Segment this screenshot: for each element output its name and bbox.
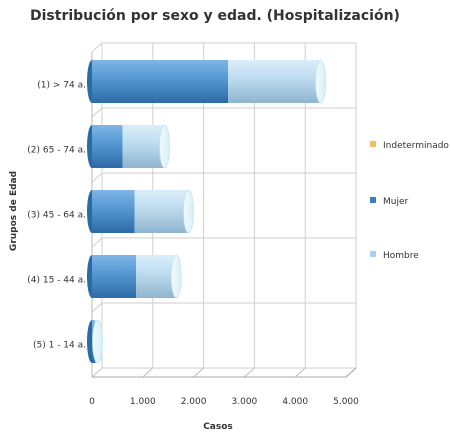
x-axis-title: Casos <box>203 422 233 432</box>
floor-gridline <box>244 367 255 378</box>
bar-end-cap <box>92 319 103 364</box>
floor-gridline <box>142 367 154 378</box>
x-tick-label: 4.000 <box>282 397 308 407</box>
floor-gridline <box>294 367 306 378</box>
legend-swatch <box>370 197 376 203</box>
chart-title: Distribución por sexo y edad. (Hospitali… <box>30 8 400 24</box>
bars <box>87 59 327 364</box>
bar-mujer <box>92 60 229 103</box>
legend-label: Indeterminado <box>383 141 449 151</box>
category-label: (5) 1 - 14 a. <box>33 341 86 351</box>
x-tick-label: 1.000 <box>130 397 156 407</box>
legend-swatch <box>370 251 376 257</box>
left-wall-line <box>91 172 103 183</box>
bar-mujer <box>92 255 137 298</box>
bar-mujer <box>92 190 135 233</box>
left-wall-line <box>91 107 103 118</box>
left-wall-line <box>91 367 103 378</box>
x-tick-label: 3.000 <box>232 397 258 407</box>
bar-hombre <box>136 255 177 298</box>
x-tick-label: 5.000 <box>333 397 359 407</box>
left-wall-line <box>91 237 103 248</box>
legend-swatch <box>370 141 376 147</box>
bar-hombre <box>134 190 189 233</box>
bar-hombre <box>122 125 165 168</box>
bar-mujer <box>92 125 123 168</box>
bar-end-cap <box>315 59 327 104</box>
category-label: (1) > 74 a. <box>37 81 86 91</box>
category-labels: (1) > 74 a. (2) 65 - 74 a. (3) 45 - 64 a. (… <box>27 81 86 351</box>
category-label: (4) 15 - 44 a. <box>27 276 86 286</box>
left-wall-line <box>91 42 103 53</box>
bar-end-cap <box>183 189 194 234</box>
category-label: (2) 65 - 74 a. <box>27 146 86 156</box>
x-tick-labels: 0 1.000 2.000 3.000 4.000 5.000 <box>89 397 359 407</box>
bar-end-cap <box>159 124 171 169</box>
floor-edge <box>345 367 357 378</box>
bar-end-cap <box>170 254 182 299</box>
legend-label: Hombre <box>383 251 419 261</box>
x-tick-label: 2.000 <box>181 397 207 407</box>
bar-hombre <box>228 60 321 103</box>
legend-label: Mujer <box>383 197 409 207</box>
y-axis-title: Grupos de Edad <box>9 171 19 251</box>
x-tick-label: 0 <box>89 397 95 407</box>
legend: Indeterminado Mujer Hombre <box>370 141 449 261</box>
left-wall-line <box>91 302 103 313</box>
floor-gridline <box>193 367 204 378</box>
category-label: (3) 45 - 64 a. <box>27 211 86 221</box>
